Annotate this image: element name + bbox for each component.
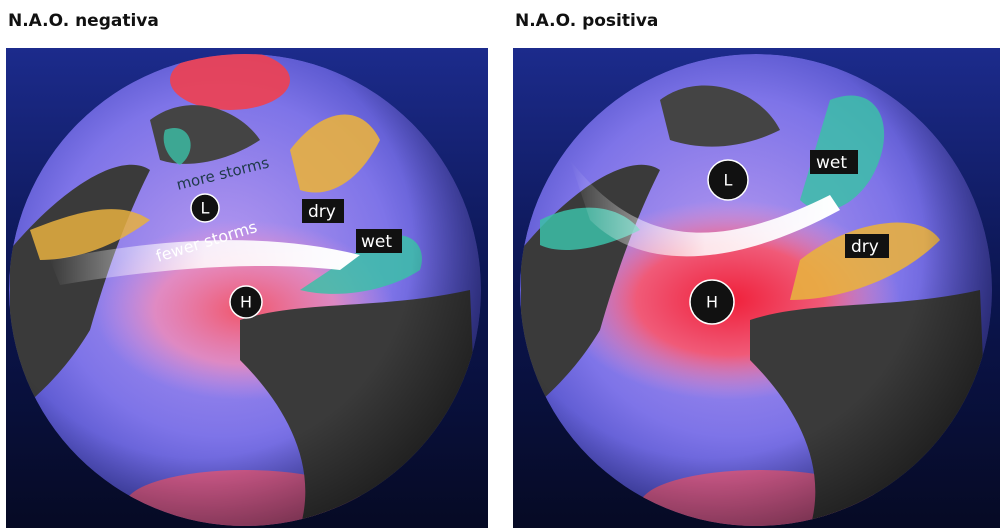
panel-title: N.A.O. negativa — [8, 11, 159, 31]
low-label: L — [201, 199, 210, 218]
label-box — [810, 150, 858, 174]
high-label: H — [240, 293, 252, 312]
label-box — [356, 229, 402, 253]
label-box — [845, 234, 889, 258]
high-marker — [229, 285, 263, 319]
low-label: L — [724, 171, 733, 190]
globe — [520, 54, 992, 526]
panel-title: N.A.O. positiva — [515, 11, 658, 31]
label-box — [302, 199, 344, 223]
dry-label: dry — [308, 202, 336, 222]
low-marker — [707, 159, 749, 201]
wet-label: wet — [816, 153, 847, 173]
low-marker — [190, 193, 220, 223]
high-label: H — [706, 293, 718, 312]
high-marker — [689, 279, 735, 325]
dry-label: dry — [851, 237, 879, 257]
wet-label: wet — [361, 232, 392, 252]
